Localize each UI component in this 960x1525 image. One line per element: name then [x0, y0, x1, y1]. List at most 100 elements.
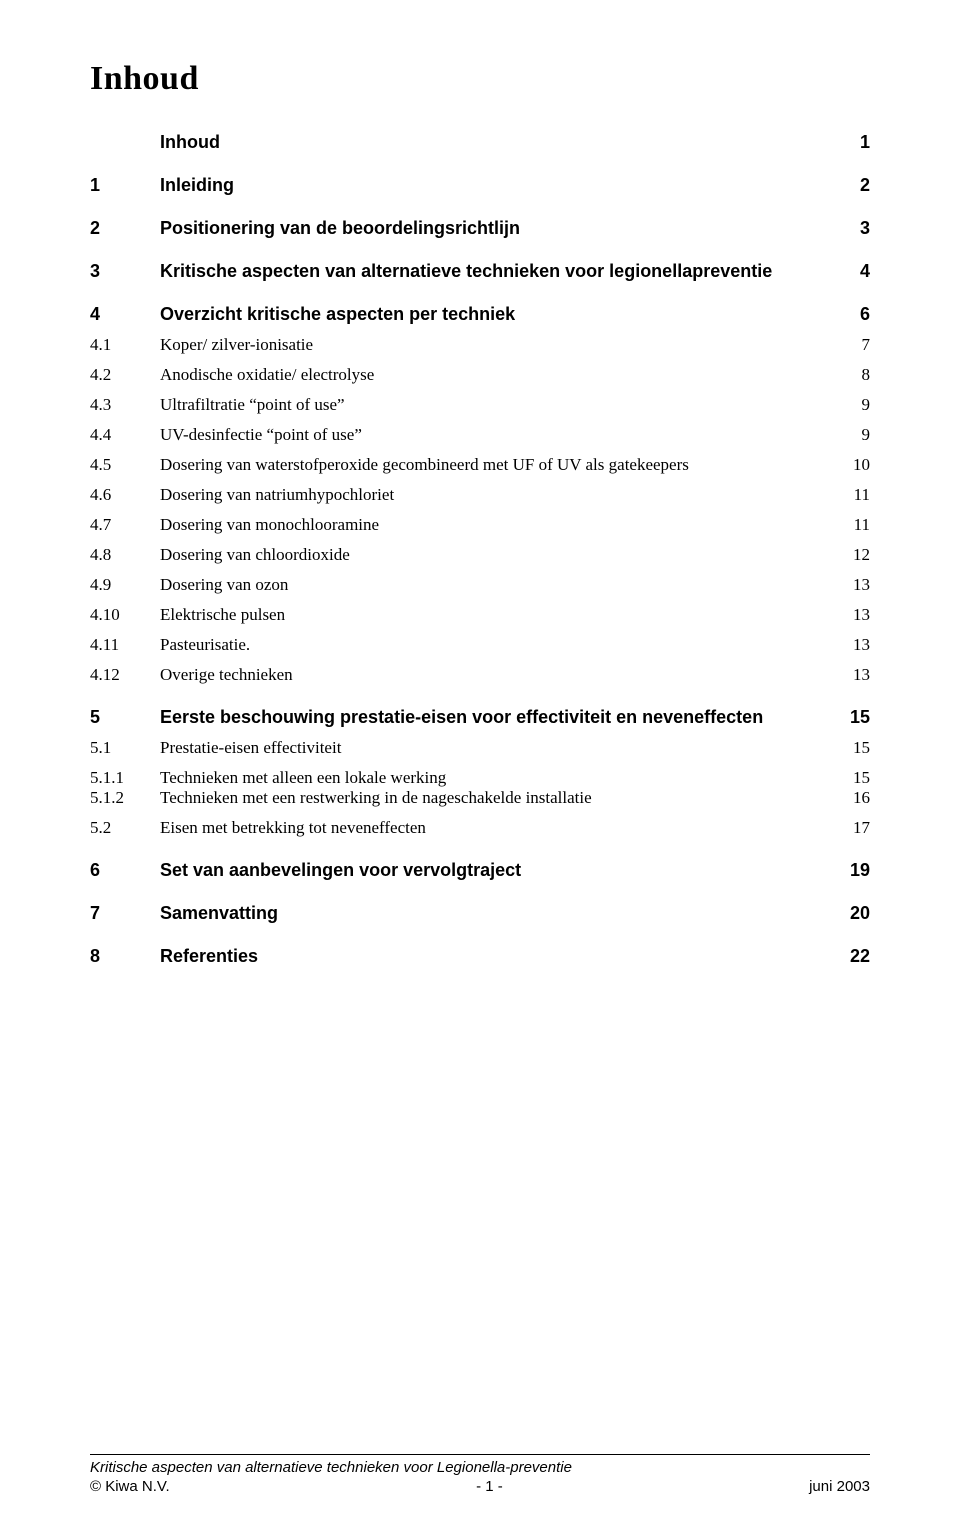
toc-entry-title: Eisen met betrekking tot neveneffecten	[160, 818, 830, 838]
toc-entry-page: 13	[830, 605, 870, 625]
toc-entry-number: 4.11	[90, 635, 160, 655]
toc-entry-title: Eerste beschouwing prestatie-eisen voor …	[160, 707, 830, 728]
toc-entry-page: 10	[830, 455, 870, 475]
toc-entry-title: Referenties	[160, 946, 830, 967]
toc-row: Inhoud1	[90, 132, 870, 153]
toc-entry-page: 12	[830, 545, 870, 565]
toc-entry-number: 3	[90, 261, 160, 282]
toc-entry-number: 4	[90, 304, 160, 325]
toc-row: 5.1.1Technieken met alleen een lokale we…	[90, 768, 870, 788]
page-title: Inhoud	[90, 60, 870, 98]
page-footer: Kritische aspecten van alternatieve tech…	[90, 1454, 870, 1495]
toc-entry-number: 4.3	[90, 395, 160, 415]
toc-entry-number: 5.1.2	[90, 788, 160, 808]
toc-row: 4.7Dosering van monochlooramine11	[90, 515, 870, 535]
toc-entry-title: Technieken met een restwerking in de nag…	[160, 788, 830, 808]
toc-entry-title: Dosering van ozon	[160, 575, 830, 595]
footer-left: © Kiwa N.V.	[90, 1478, 170, 1495]
toc-entry-title: UV-desinfectie “point of use”	[160, 425, 830, 445]
toc-entry-title: Ultrafiltratie “point of use”	[160, 395, 830, 415]
toc-entry-page: 17	[830, 818, 870, 838]
toc-entry-number: 4.7	[90, 515, 160, 535]
toc-entry-title: Dosering van chloordioxide	[160, 545, 830, 565]
toc-entry-number: 4.4	[90, 425, 160, 445]
toc-entry-page: 9	[830, 395, 870, 415]
toc-row: 4.4UV-desinfectie “point of use”9	[90, 425, 870, 445]
toc-row: 4.10Elektrische pulsen13	[90, 605, 870, 625]
toc-row: 8Referenties22	[90, 946, 870, 967]
toc-entry-page: 9	[830, 425, 870, 445]
toc-row: 2Positionering van de beoordelingsrichtl…	[90, 218, 870, 239]
toc-entry-title: Inhoud	[160, 132, 830, 153]
toc-entry-page: 13	[830, 635, 870, 655]
toc-entry-number: 4.8	[90, 545, 160, 565]
toc-row: 5Eerste beschouwing prestatie-eisen voor…	[90, 707, 870, 728]
toc-entry-title: Dosering van waterstofperoxide gecombine…	[160, 455, 830, 475]
footer-title: Kritische aspecten van alternatieve tech…	[90, 1459, 870, 1476]
toc-entry-title: Kritische aspecten van alternatieve tech…	[160, 261, 830, 282]
toc-entry-title: Prestatie-eisen effectiviteit	[160, 738, 830, 758]
toc-row: 4.1Koper/ zilver-ionisatie7	[90, 335, 870, 355]
footer-right: juni 2003	[809, 1478, 870, 1495]
toc-entry-page: 13	[830, 575, 870, 595]
toc-row: 4.9Dosering van ozon13	[90, 575, 870, 595]
toc-entry-page: 8	[830, 365, 870, 385]
toc-entry-page: 15	[830, 707, 870, 728]
toc-row: 4.6Dosering van natriumhypochloriet11	[90, 485, 870, 505]
toc-entry-number: 7	[90, 903, 160, 924]
toc-row: 4.5Dosering van waterstofperoxide gecomb…	[90, 455, 870, 475]
toc-entry-number: 1	[90, 175, 160, 196]
toc-row: 5.2Eisen met betrekking tot neveneffecte…	[90, 818, 870, 838]
toc-row: 4.8Dosering van chloordioxide12	[90, 545, 870, 565]
toc-entry-title: Elektrische pulsen	[160, 605, 830, 625]
toc-entry-page: 2	[830, 175, 870, 196]
toc-entry-number: 4.2	[90, 365, 160, 385]
toc-entry-page: 3	[830, 218, 870, 239]
toc-entry-number: 5.1.1	[90, 768, 160, 788]
toc-entry-title: Set van aanbevelingen voor vervolgtrajec…	[160, 860, 830, 881]
toc-entry-title: Overzicht kritische aspecten per technie…	[160, 304, 830, 325]
toc-entry-title: Koper/ zilver-ionisatie	[160, 335, 830, 355]
footer-rule	[90, 1454, 870, 1455]
toc-entry-title: Positionering van de beoordelingsrichtli…	[160, 218, 830, 239]
toc-entry-number: 4.5	[90, 455, 160, 475]
toc-entry-page: 22	[830, 946, 870, 967]
toc-entry-number: 8	[90, 946, 160, 967]
toc-entry-number: 4.9	[90, 575, 160, 595]
page: Inhoud Inhoud11Inleiding22Positionering …	[0, 0, 960, 1525]
toc-entry-title: Pasteurisatie.	[160, 635, 830, 655]
toc-entry-number: 4.1	[90, 335, 160, 355]
toc-row: 5.1Prestatie-eisen effectiviteit15	[90, 738, 870, 758]
toc-entry-number: 6	[90, 860, 160, 881]
toc-entry-page: 13	[830, 665, 870, 685]
toc-entry-number: 4.10	[90, 605, 160, 625]
toc-entry-number: 4.12	[90, 665, 160, 685]
toc-row: 4.2Anodische oxidatie/ electrolyse8	[90, 365, 870, 385]
toc-entry-title: Dosering van natriumhypochloriet	[160, 485, 830, 505]
toc-entry-page: 11	[830, 515, 870, 535]
toc-entry-title: Dosering van monochlooramine	[160, 515, 830, 535]
footer-line: © Kiwa N.V. - 1 - juni 2003	[90, 1478, 870, 1495]
toc-entry-title: Overige technieken	[160, 665, 830, 685]
toc-entry-page: 20	[830, 903, 870, 924]
toc-entry-title: Inleiding	[160, 175, 830, 196]
toc-entry-page: 19	[830, 860, 870, 881]
toc-row: 7Samenvatting20	[90, 903, 870, 924]
toc-entry-number: 2	[90, 218, 160, 239]
toc-row: 4Overzicht kritische aspecten per techni…	[90, 304, 870, 325]
toc-entry-page: 15	[830, 768, 870, 788]
toc-entry-number: 5.1	[90, 738, 160, 758]
toc-entry-page: 7	[830, 335, 870, 355]
toc-entry-page: 15	[830, 738, 870, 758]
toc-entry-title: Anodische oxidatie/ electrolyse	[160, 365, 830, 385]
toc-row: 4.3Ultrafiltratie “point of use”9	[90, 395, 870, 415]
toc-entry-page: 4	[830, 261, 870, 282]
toc-entry-number: 5	[90, 707, 160, 728]
footer-center: - 1 -	[476, 1478, 503, 1495]
toc-row: 3Kritische aspecten van alternatieve tec…	[90, 261, 870, 282]
toc-row: 5.1.2Technieken met een restwerking in d…	[90, 788, 870, 808]
toc-row: 1Inleiding2	[90, 175, 870, 196]
toc-entry-title: Samenvatting	[160, 903, 830, 924]
toc-row: 6Set van aanbevelingen voor vervolgtraje…	[90, 860, 870, 881]
toc-entry-page: 16	[830, 788, 870, 808]
